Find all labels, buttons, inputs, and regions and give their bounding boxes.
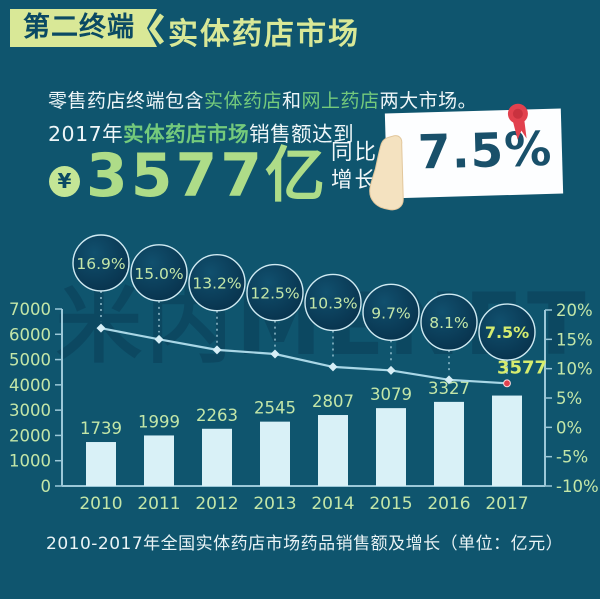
bar-2010 — [86, 442, 116, 486]
intro-segment: 和 — [282, 90, 302, 112]
bubble-label: 7.5% — [485, 323, 529, 342]
sales-amount: 3577亿 — [86, 127, 328, 214]
stat-highlight: 实体药店市场 — [123, 122, 250, 146]
bar-value-highlight: 3577 — [497, 358, 547, 379]
stat-suffix: 销售额达到 — [249, 122, 355, 146]
section-badge-label: 第二终端 — [23, 12, 135, 43]
growth-bubble — [478, 303, 536, 361]
growth-bubble — [130, 244, 188, 302]
right-axis-label: 20% — [556, 301, 593, 320]
line-point — [212, 345, 222, 355]
yen-symbol: ¥ — [57, 169, 72, 193]
left-axis-label: 0 — [41, 477, 52, 496]
chart-caption: 2010-2017年全国实体药店市场药品销售额及增长（单位：亿元） — [46, 534, 564, 554]
growth-line — [100, 327, 508, 385]
left-axis-label: 1000 — [9, 452, 51, 471]
growth-bubble — [72, 234, 130, 292]
growth-bubble — [246, 263, 304, 322]
award-ribbon-icon — [507, 103, 528, 140]
bar-2011 — [144, 435, 174, 486]
bar-value: 3079 — [370, 385, 412, 404]
intro-segment-online-pharmacy: 网上药店 — [301, 90, 380, 112]
bar-2013 — [260, 421, 290, 486]
left-axis-label: 5000 — [9, 351, 51, 370]
hand-shape — [369, 135, 404, 211]
yoy-label-line2: 增长 — [331, 168, 379, 193]
bubble-label: 12.5% — [250, 285, 299, 303]
growth-bubble — [362, 283, 420, 342]
year-label: 2013 — [253, 494, 296, 514]
left-axis-label: 2000 — [9, 426, 51, 445]
sales-amount-value: 3577 — [86, 141, 265, 211]
bar-value: 3327 — [428, 379, 470, 398]
bar-value: 1999 — [138, 412, 180, 431]
line-point — [270, 349, 280, 359]
bar-value: 2807 — [312, 392, 354, 411]
stat-line: 2017年实体药店市场销售额达到 — [48, 117, 354, 147]
growth-bubble — [420, 293, 478, 351]
bubble-label: 13.2% — [192, 275, 241, 293]
intro-text: 零售药店终端包含实体药店和网上药店两大市场。 — [48, 86, 477, 113]
left-axis-label: 6000 — [9, 325, 51, 344]
left-axis-label: 4000 — [9, 376, 51, 395]
bar-value: 2263 — [196, 406, 238, 425]
left-axis-label: 3000 — [9, 401, 51, 420]
chevron-stroke — [149, 13, 165, 45]
year-label: 2012 — [195, 494, 238, 514]
line-point-highlight — [503, 379, 511, 388]
ribbon-center — [512, 108, 523, 119]
growth-card: 7.5% — [369, 103, 564, 211]
intro-segment: 两大市场。 — [379, 90, 478, 112]
stat-prefix: 2017年 — [48, 122, 124, 146]
line-point — [154, 334, 164, 344]
bubble-label: 16.9% — [76, 255, 125, 273]
year-label: 2014 — [311, 494, 354, 514]
growth-bubble — [188, 254, 246, 312]
right-axis-label: -10% — [556, 477, 599, 496]
year-label: 2015 — [369, 494, 412, 514]
year-label: 2011 — [137, 494, 180, 514]
sales-amount-unit: 亿 — [265, 141, 328, 211]
yen-coin-icon: ¥ — [49, 166, 80, 197]
line-point — [386, 365, 396, 375]
left-axis-label: 7000 — [9, 300, 51, 319]
section-badge: 第二终端 — [10, 9, 157, 47]
intro-segment: 零售药店终端包含 — [48, 90, 205, 112]
bubble-label: 15.0% — [134, 265, 183, 283]
combo-chart: 0 1000 2000 3000 4000 5000 6000 7000 -10% -5% 0% 5%… — [9, 234, 599, 514]
line-point — [444, 375, 454, 385]
year-label: 2010 — [79, 494, 122, 514]
line-point — [328, 362, 338, 372]
yoy-label: 同比 增长 — [331, 139, 378, 195]
bar-2015 — [376, 408, 406, 486]
bar-2016 — [434, 401, 464, 486]
bar-2014 — [318, 415, 348, 486]
right-axis-label: 0% — [556, 418, 582, 437]
right-axis-label: 5% — [556, 389, 582, 408]
line-point — [96, 323, 106, 333]
hand-icon — [369, 135, 404, 211]
page-title: 实体药店市场 — [168, 17, 360, 52]
bar-2017 — [492, 395, 522, 486]
bar-2012 — [202, 428, 232, 486]
bubble-label: 9.7% — [371, 304, 410, 322]
year-label: 2017 — [485, 494, 528, 514]
year-label: 2016 — [427, 494, 470, 514]
right-axis-label: 10% — [556, 360, 593, 379]
bar-value: 1739 — [80, 419, 122, 438]
bubble-label: 10.3% — [308, 294, 357, 312]
chevron-left-icon — [149, 13, 165, 45]
intro-segment-physical-pharmacy: 实体药店 — [204, 90, 283, 112]
right-axis-label: 15% — [556, 330, 593, 349]
right-axis-label: -5% — [556, 448, 588, 467]
growth-bubble — [304, 273, 362, 332]
bubble-label: 8.1% — [429, 314, 468, 332]
bar-value: 2545 — [254, 399, 296, 418]
yoy-label-line1: 同比 — [331, 140, 379, 165]
